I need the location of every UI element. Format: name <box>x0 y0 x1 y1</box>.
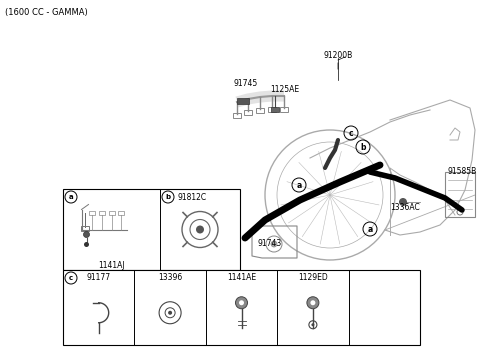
Circle shape <box>312 323 314 326</box>
Circle shape <box>311 300 315 305</box>
Circle shape <box>168 311 172 315</box>
Text: 91812C: 91812C <box>178 192 207 201</box>
Text: 91743: 91743 <box>258 239 282 248</box>
Text: 1125AE: 1125AE <box>270 86 300 95</box>
Bar <box>233 113 241 118</box>
Circle shape <box>399 198 407 206</box>
Circle shape <box>236 297 248 309</box>
Bar <box>268 107 276 112</box>
Text: b: b <box>166 194 170 200</box>
Circle shape <box>84 231 89 237</box>
Text: a: a <box>367 224 372 234</box>
Text: b: b <box>360 142 366 151</box>
Text: 1141AE: 1141AE <box>227 274 256 283</box>
Bar <box>63 189 240 270</box>
Bar <box>280 107 288 112</box>
Text: 91200B: 91200B <box>324 50 353 60</box>
Bar <box>98 211 105 214</box>
Bar <box>237 98 249 104</box>
Text: a: a <box>296 181 301 190</box>
Text: 1129ED: 1129ED <box>298 274 328 283</box>
Bar <box>244 110 252 115</box>
Text: c: c <box>348 128 353 137</box>
Bar <box>63 270 420 345</box>
Bar <box>108 211 115 214</box>
Text: 91745: 91745 <box>234 79 258 88</box>
Bar <box>256 108 264 113</box>
Text: 1141AJ: 1141AJ <box>98 261 125 269</box>
Circle shape <box>84 242 89 247</box>
Bar <box>88 211 95 214</box>
Bar <box>81 226 88 230</box>
Circle shape <box>239 300 244 305</box>
Text: (1600 CC - GAMMA): (1600 CC - GAMMA) <box>5 8 88 17</box>
Text: 13396: 13396 <box>158 274 182 283</box>
Text: 91177: 91177 <box>86 274 111 283</box>
Circle shape <box>307 297 319 309</box>
Circle shape <box>271 241 277 247</box>
Text: 91585B: 91585B <box>447 166 477 175</box>
Text: a: a <box>69 194 73 200</box>
Bar <box>118 211 123 214</box>
Bar <box>271 107 279 112</box>
Text: c: c <box>69 275 73 281</box>
Circle shape <box>196 226 204 234</box>
Bar <box>445 172 475 217</box>
Text: 1336AC: 1336AC <box>390 204 420 213</box>
